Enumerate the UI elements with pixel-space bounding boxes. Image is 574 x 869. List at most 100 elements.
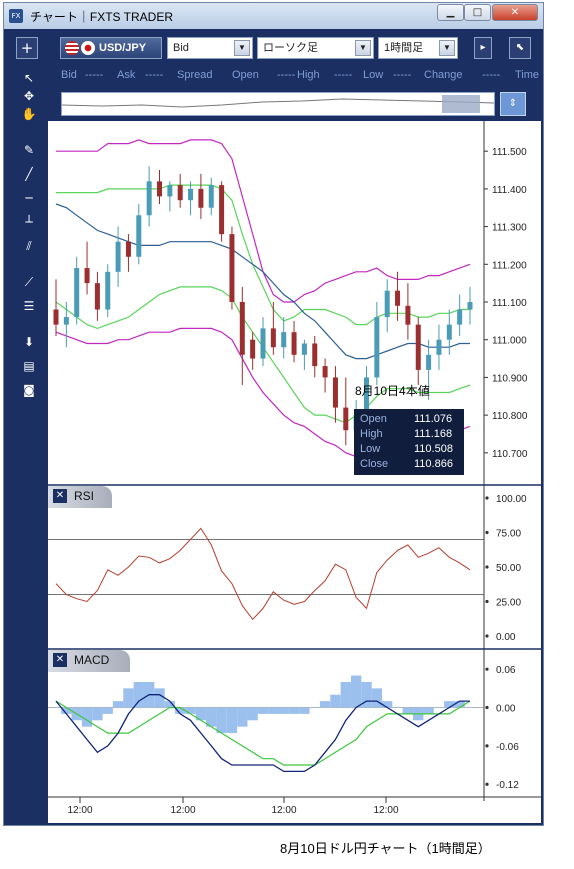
camera-icon[interactable]: ◙ bbox=[23, 383, 35, 397]
price-tick-label: 110.900 bbox=[492, 373, 528, 384]
overview-navigator[interactable] bbox=[61, 92, 495, 116]
window-title: チャート｜FXTS TRADER bbox=[30, 10, 174, 24]
candle-body bbox=[208, 185, 214, 208]
macd-histogram-bar bbox=[226, 707, 238, 734]
macd-histogram-bar bbox=[371, 688, 383, 708]
close-rsi-icon[interactable]: ✕ bbox=[53, 489, 67, 503]
us-flag-icon bbox=[65, 41, 79, 55]
candle-body bbox=[343, 407, 349, 431]
table-icon[interactable]: ▤ bbox=[23, 359, 35, 373]
macd-histogram-bar bbox=[309, 707, 320, 709]
quote-label-time: Time bbox=[515, 69, 540, 81]
horizontal-line-icon[interactable]: ─ bbox=[25, 191, 33, 205]
chevron-down-icon[interactable]: ▼ bbox=[355, 40, 371, 56]
macd-histogram-bar bbox=[237, 707, 248, 727]
candle-body bbox=[322, 366, 328, 378]
candle-body bbox=[405, 305, 411, 325]
close-window-button[interactable]: ✕ bbox=[492, 4, 538, 21]
quote-label-change: Change bbox=[424, 69, 463, 81]
candle-body bbox=[229, 234, 235, 302]
ohlc-value: 110.866 bbox=[414, 458, 453, 470]
macd-histogram-bar bbox=[206, 707, 217, 727]
macd-histogram-bar bbox=[288, 707, 300, 714]
chart-type-select[interactable]: ローソク足 ▼ bbox=[257, 37, 374, 59]
price-tick-label: 111.100 bbox=[492, 298, 527, 309]
chart-area[interactable]: 111.500 111.400 111.300 111.200 111.100 111.0… bbox=[48, 121, 541, 823]
candle-body bbox=[446, 324, 452, 340]
overview-zoom-button[interactable]: ⇕ bbox=[500, 92, 526, 116]
candle-body bbox=[177, 185, 183, 201]
maximize-button[interactable]: □ bbox=[464, 4, 491, 21]
detach-chart-button[interactable]: ⬉ bbox=[509, 37, 531, 59]
minimize-button[interactable]: ▁ bbox=[437, 4, 464, 21]
candle-body bbox=[312, 343, 318, 367]
macd-histogram-bar bbox=[257, 707, 269, 714]
ohlc-label: Low bbox=[360, 443, 381, 455]
macd-signal-line bbox=[55, 700, 471, 766]
macd-histogram-bar bbox=[340, 681, 351, 708]
currency-pair-button[interactable]: USD/JPY bbox=[60, 37, 162, 59]
macd-tick-label: -0.12 bbox=[496, 780, 519, 791]
rsi-panel-header: ✕ RSI bbox=[48, 486, 112, 508]
candle-body bbox=[395, 290, 401, 306]
vertical-line-icon[interactable]: ┴ bbox=[25, 215, 33, 229]
macd-histogram-bar bbox=[433, 707, 445, 709]
cursor-icon[interactable]: ↖ bbox=[23, 71, 35, 85]
trend-pen-icon[interactable]: ✎ bbox=[23, 143, 35, 157]
candle-body bbox=[84, 268, 90, 284]
macd-histogram-bar bbox=[216, 707, 227, 734]
ohlc-value: 111.076 bbox=[414, 413, 453, 425]
candle-body bbox=[457, 309, 463, 325]
candle-body bbox=[125, 241, 131, 257]
toolbar-scroll-button[interactable]: ▸ bbox=[474, 37, 492, 59]
chart-canvas[interactable]: 111.500 111.400 111.300 111.200 111.100 111.0… bbox=[48, 121, 541, 823]
add-chart-button[interactable]: + bbox=[16, 37, 38, 59]
timeframe-select[interactable]: 1時間足 ▼ bbox=[378, 37, 458, 59]
candle-body bbox=[53, 309, 59, 325]
figure-caption: 8月10日ドル円チャート（1時間足） bbox=[280, 841, 491, 856]
price-type-select[interactable]: Bid ▼ bbox=[167, 37, 253, 59]
bb-upper-1-line bbox=[56, 184, 470, 326]
macd-panel-header: ✕ MACD bbox=[48, 650, 130, 672]
candle-body bbox=[105, 271, 111, 310]
quote-value-ask: ----- bbox=[145, 69, 164, 81]
quote-value-change: ----- bbox=[482, 69, 501, 81]
line-icon[interactable]: ╱ bbox=[25, 167, 33, 181]
rsi-tick-mark bbox=[485, 599, 489, 604]
chevron-down-icon[interactable]: ▼ bbox=[234, 40, 250, 56]
close-macd-icon[interactable]: ✕ bbox=[53, 653, 67, 667]
candle-body bbox=[157, 181, 162, 197]
parallel-line-icon[interactable]: ⫽ bbox=[26, 239, 32, 253]
macd-histogram-bar bbox=[50, 707, 62, 709]
fibonacci-icon[interactable]: ⟋ bbox=[24, 275, 34, 289]
hand-icon[interactable]: ✋ bbox=[21, 107, 37, 121]
macd-histogram-bar bbox=[123, 688, 134, 708]
candle-body bbox=[239, 302, 245, 355]
price-type-value: Bid bbox=[173, 42, 189, 54]
macd-histogram-bar bbox=[92, 707, 103, 721]
ohlc-label: Close bbox=[360, 458, 389, 470]
crosshair-icon[interactable]: ✥ bbox=[23, 89, 35, 103]
macd-histogram-bar bbox=[195, 707, 207, 721]
macd-histogram-bar bbox=[423, 707, 434, 714]
macd-histogram-bar bbox=[402, 707, 414, 714]
chevron-down-icon[interactable]: ▼ bbox=[439, 40, 455, 56]
time-tick-label: 12:00 bbox=[373, 805, 398, 816]
ohlc-value: 111.168 bbox=[414, 428, 453, 440]
download-icon[interactable]: ⬇ bbox=[23, 335, 35, 349]
macd-histogram-bar bbox=[330, 694, 341, 708]
macd-histogram-bar bbox=[133, 681, 144, 708]
rsi-tick-mark bbox=[485, 565, 489, 569]
title-bar[interactable]: FX チャート｜FXTS TRADER ▁ □ ✕ bbox=[4, 3, 543, 29]
currency-pair-label: USD/JPY bbox=[99, 42, 147, 54]
candle-body bbox=[426, 354, 432, 370]
macd-histogram-bar bbox=[361, 681, 372, 708]
candle-body bbox=[63, 317, 69, 325]
macd-tick-mark bbox=[485, 782, 489, 786]
list-lines-icon[interactable]: ☰ bbox=[23, 299, 35, 313]
rsi-tick-mark bbox=[485, 496, 489, 500]
macd-histogram-bar bbox=[154, 688, 165, 708]
rsi-tick-label: 50.00 bbox=[496, 563, 521, 574]
quote-bar: Bid ----- Ask ----- Spread Open ----- High -----… bbox=[47, 65, 539, 87]
ohlc-value: 110.508 bbox=[414, 443, 453, 455]
